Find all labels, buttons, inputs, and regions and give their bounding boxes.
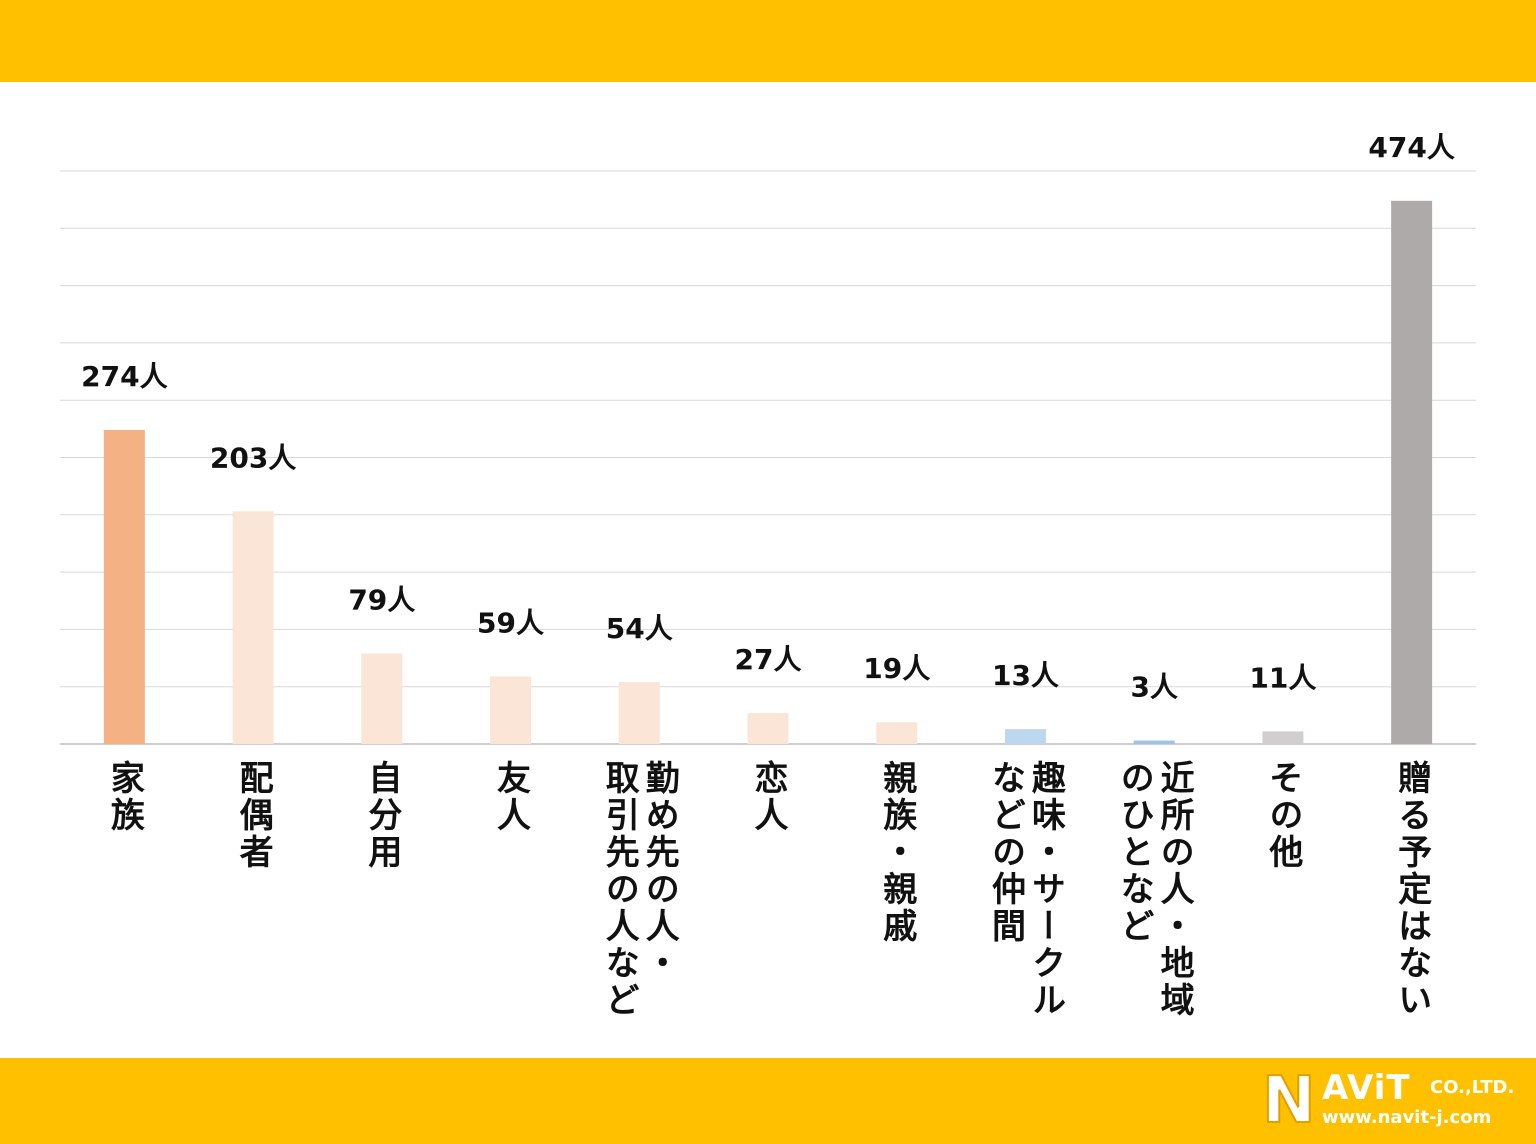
bar: [747, 713, 789, 744]
category-label: 贈る予定はない: [1391, 760, 1432, 1019]
logo-name: AViT: [1322, 1068, 1411, 1108]
logo-company: CO.,LTD.: [1430, 1077, 1515, 1098]
bar: [103, 429, 145, 744]
data-label: 79人: [348, 583, 415, 616]
data-label: 274人: [81, 360, 167, 393]
data-label: 19人: [863, 652, 930, 685]
data-label: 27人: [735, 643, 802, 676]
bar: [232, 511, 274, 744]
data-label: 3人: [1130, 671, 1177, 704]
category-label: その他: [1262, 760, 1303, 871]
category-label: 親族・親戚: [876, 760, 917, 945]
category-label: 配偶者: [233, 760, 274, 871]
chart-svg: 274人 203人 79人 59人 54人 27人 19人 13人 3人 11人 474人: [60, 131, 1476, 745]
category-label: 恋人: [748, 760, 788, 834]
bar: [618, 682, 660, 744]
category-label: 自分用: [361, 760, 402, 871]
bar: [876, 722, 918, 744]
data-label: 203人: [210, 441, 296, 474]
bottom-banner: [0, 1058, 1536, 1144]
navit-logo: N AViT CO.,LTD. www.navit-j.com: [1261, 1064, 1522, 1138]
top-banner: [0, 0, 1536, 82]
bar: [1004, 729, 1046, 744]
bar-chart: 274人 203人 79人 59人 54人 27人 19人 13人 3人 11人 474人 家族 配偶…: [60, 131, 1476, 1019]
category-label: 友人: [490, 760, 531, 834]
data-label: 11人: [1249, 661, 1316, 694]
bar: [490, 676, 532, 744]
category-label: 勤め先の人・ 取引先の人など: [599, 760, 680, 1019]
category-label: 趣味・サークル などの仲間: [985, 760, 1066, 1019]
category-label: 家族: [104, 760, 145, 834]
data-label: 474人: [1368, 131, 1454, 164]
category-label: 近所の人・地域 のひとなど: [1114, 760, 1195, 1019]
data-label: 54人: [606, 612, 673, 645]
data-label: 13人: [992, 659, 1059, 692]
bar: [1262, 731, 1304, 744]
bar: [361, 653, 403, 744]
bar: [1391, 200, 1433, 744]
logo-letter: N: [1261, 1064, 1317, 1138]
bar: [1133, 740, 1175, 744]
data-label: 59人: [477, 606, 544, 639]
logo-url: www.navit-j.com: [1322, 1107, 1492, 1128]
